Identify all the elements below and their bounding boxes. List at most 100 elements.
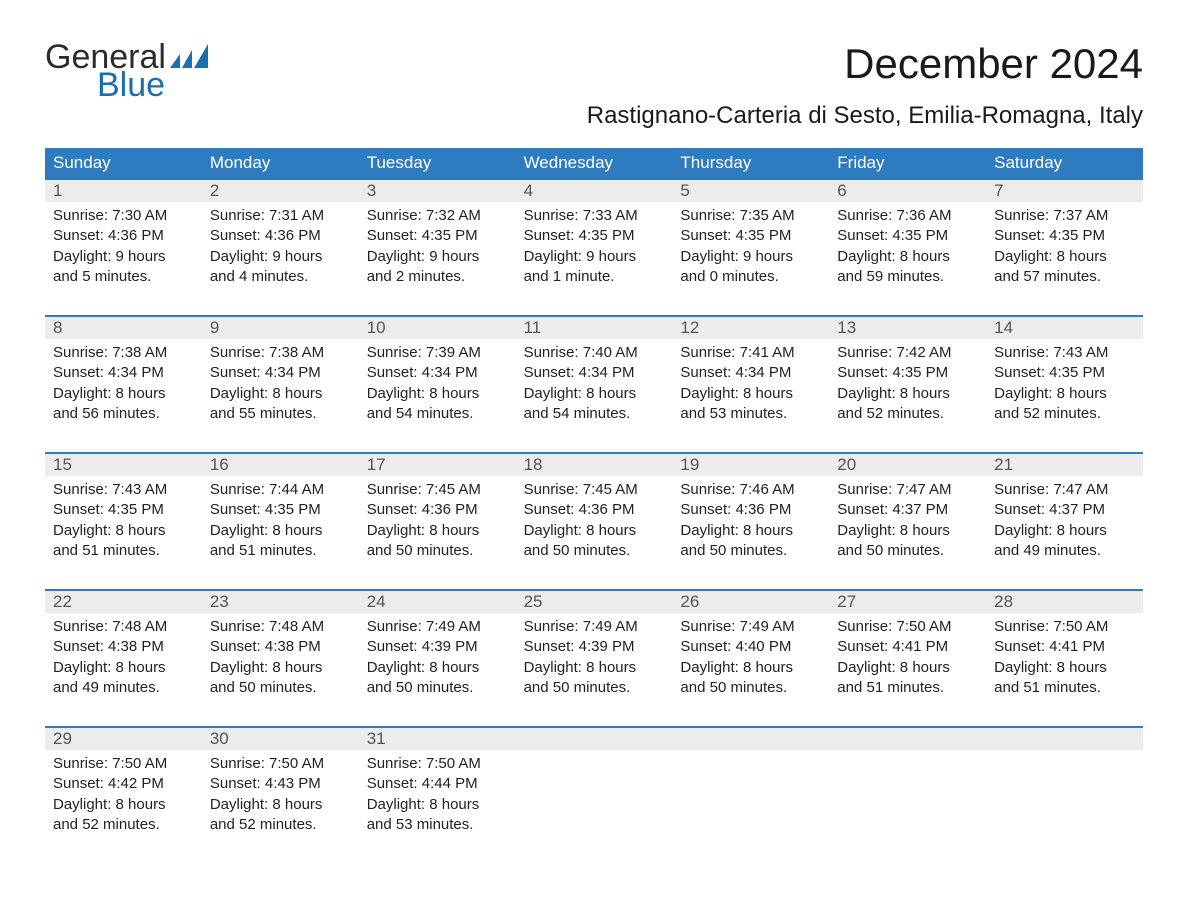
day-sunset: Sunset: 4:36 PM <box>367 500 508 520</box>
day-d1: Daylight: 8 hours <box>367 658 508 678</box>
day-sunrise: Sunrise: 7:38 AM <box>53 343 194 363</box>
day-number: 14 <box>986 317 1143 339</box>
day-number: 21 <box>986 454 1143 476</box>
day-d2: and 50 minutes. <box>210 678 351 698</box>
day-d2: and 59 minutes. <box>837 267 978 287</box>
day-cell: Sunrise: 7:30 AMSunset: 4:36 PMDaylight:… <box>45 202 202 293</box>
daycells-row: Sunrise: 7:43 AMSunset: 4:35 PMDaylight:… <box>45 476 1143 567</box>
day-sunrise: Sunrise: 7:50 AM <box>837 617 978 637</box>
day-d2: and 52 minutes. <box>994 404 1135 424</box>
day-cell: Sunrise: 7:50 AMSunset: 4:42 PMDaylight:… <box>45 750 202 841</box>
day-sunrise: Sunrise: 7:46 AM <box>680 480 821 500</box>
day-cell: Sunrise: 7:50 AMSunset: 4:44 PMDaylight:… <box>359 750 516 841</box>
day-d1: Daylight: 8 hours <box>837 658 978 678</box>
day-sunrise: Sunrise: 7:37 AM <box>994 206 1135 226</box>
day-d1: Daylight: 8 hours <box>680 658 821 678</box>
day-number: 18 <box>516 454 673 476</box>
day-number: 6 <box>829 180 986 202</box>
day-sunrise: Sunrise: 7:35 AM <box>680 206 821 226</box>
day-number: 3 <box>359 180 516 202</box>
day-cell: Sunrise: 7:43 AMSunset: 4:35 PMDaylight:… <box>986 339 1143 430</box>
day-cell: Sunrise: 7:35 AMSunset: 4:35 PMDaylight:… <box>672 202 829 293</box>
day-sunset: Sunset: 4:39 PM <box>367 637 508 657</box>
day-cell: Sunrise: 7:50 AMSunset: 4:41 PMDaylight:… <box>829 613 986 704</box>
day-d1: Daylight: 8 hours <box>680 384 821 404</box>
day-d1: Daylight: 8 hours <box>837 384 978 404</box>
day-d2: and 57 minutes. <box>994 267 1135 287</box>
day-number: 20 <box>829 454 986 476</box>
day-d2: and 50 minutes. <box>524 541 665 561</box>
day-cell: Sunrise: 7:31 AMSunset: 4:36 PMDaylight:… <box>202 202 359 293</box>
daynum-row: 293031 <box>45 728 1143 750</box>
day-d2: and 52 minutes. <box>53 815 194 835</box>
day-sunrise: Sunrise: 7:38 AM <box>210 343 351 363</box>
day-d1: Daylight: 8 hours <box>524 521 665 541</box>
day-d1: Daylight: 8 hours <box>367 384 508 404</box>
day-d2: and 49 minutes. <box>53 678 194 698</box>
day-d1: Daylight: 8 hours <box>53 521 194 541</box>
day-number: 19 <box>672 454 829 476</box>
day-cell: Sunrise: 7:44 AMSunset: 4:35 PMDaylight:… <box>202 476 359 567</box>
day-number: 15 <box>45 454 202 476</box>
day-number: 8 <box>45 317 202 339</box>
day-sunrise: Sunrise: 7:33 AM <box>524 206 665 226</box>
calendar-week: 22232425262728Sunrise: 7:48 AMSunset: 4:… <box>45 589 1143 704</box>
day-sunset: Sunset: 4:41 PM <box>994 637 1135 657</box>
day-sunrise: Sunrise: 7:45 AM <box>524 480 665 500</box>
day-cell: Sunrise: 7:46 AMSunset: 4:36 PMDaylight:… <box>672 476 829 567</box>
day-d2: and 50 minutes. <box>524 678 665 698</box>
day-cell: Sunrise: 7:42 AMSunset: 4:35 PMDaylight:… <box>829 339 986 430</box>
day-d2: and 5 minutes. <box>53 267 194 287</box>
day-d2: and 1 minute. <box>524 267 665 287</box>
day-number <box>516 728 673 750</box>
day-cell: Sunrise: 7:38 AMSunset: 4:34 PMDaylight:… <box>202 339 359 430</box>
day-d2: and 56 minutes. <box>53 404 194 424</box>
day-sunrise: Sunrise: 7:31 AM <box>210 206 351 226</box>
day-d1: Daylight: 8 hours <box>53 384 194 404</box>
day-cell: Sunrise: 7:48 AMSunset: 4:38 PMDaylight:… <box>202 613 359 704</box>
brand-word2: Blue <box>97 68 210 102</box>
day-d2: and 50 minutes. <box>367 678 508 698</box>
weekday-label: Thursday <box>672 148 829 178</box>
brand-logo: General Blue <box>45 40 210 102</box>
day-d2: and 51 minutes. <box>53 541 194 561</box>
day-sunrise: Sunrise: 7:36 AM <box>837 206 978 226</box>
day-cell: Sunrise: 7:47 AMSunset: 4:37 PMDaylight:… <box>829 476 986 567</box>
calendar: Sunday Monday Tuesday Wednesday Thursday… <box>45 148 1143 841</box>
daycells-row: Sunrise: 7:48 AM Sunset: 4:38 PM Daylight:… <box>45 613 1143 704</box>
day-number: 12 <box>672 317 829 339</box>
day-d2: and 49 minutes. <box>994 541 1135 561</box>
day-d1: Daylight: 8 hours <box>367 521 508 541</box>
day-sunrise: Sunrise: 7:44 AM <box>210 480 351 500</box>
day-sunset: Sunset: 4:38 PM <box>210 637 351 657</box>
day-number: 22 <box>45 591 202 613</box>
day-d2: and 50 minutes. <box>680 678 821 698</box>
day-d1: Daylight: 8 hours <box>524 384 665 404</box>
day-d1: Daylight: 8 hours <box>994 658 1135 678</box>
day-sunrise: Sunrise: 7:41 AM <box>680 343 821 363</box>
day-d1: Daylight: 8 hours <box>994 247 1135 267</box>
header: General Blue December 2024 Rastignano-Ca… <box>45 40 1143 130</box>
daycells-row: Sunrise: 7:38 AMSunset: 4:34 PMDaylight:… <box>45 339 1143 430</box>
day-sunset: Sunset: 4:40 PM <box>680 637 821 657</box>
day-cell: Sunrise: 7:37 AMSunset: 4:35 PMDaylight:… <box>986 202 1143 293</box>
day-number: 28 <box>986 591 1143 613</box>
day-sunrise: Sunrise: 7:47 AM <box>837 480 978 500</box>
day-sunset: Sunset: 4:35 PM <box>524 226 665 246</box>
day-number: 7 <box>986 180 1143 202</box>
day-number: 30 <box>202 728 359 750</box>
day-sunset: Sunset: 4:37 PM <box>994 500 1135 520</box>
day-d1: Daylight: 8 hours <box>994 521 1135 541</box>
day-number: 11 <box>516 317 673 339</box>
day-cell: Sunrise: 7:40 AMSunset: 4:34 PMDaylight:… <box>516 339 673 430</box>
day-number: 23 <box>202 591 359 613</box>
day-d2: and 51 minutes. <box>994 678 1135 698</box>
day-sunrise: Sunrise: 7:50 AM <box>367 754 508 774</box>
day-sunset: Sunset: 4:36 PM <box>210 226 351 246</box>
day-d1: Daylight: 8 hours <box>367 795 508 815</box>
day-number: 29 <box>45 728 202 750</box>
day-cell: Sunrise: 7:48 AMSunset: 4:38 PMDaylight:… <box>45 613 202 704</box>
day-sunrise: Sunrise: 7:48 AM <box>53 617 194 637</box>
day-cell: Sunrise: 7:38 AMSunset: 4:34 PMDaylight:… <box>45 339 202 430</box>
day-sunset: Sunset: 4:34 PM <box>367 363 508 383</box>
